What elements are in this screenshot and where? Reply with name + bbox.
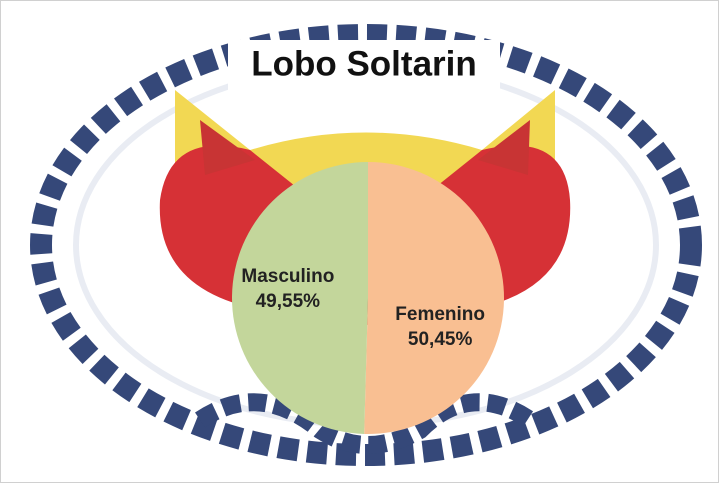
slice-category-label: Femenino [395, 304, 485, 325]
slice-value-label: 50,45% [408, 329, 473, 350]
slice-category-label: Masculino [241, 266, 334, 287]
page: {"chart_data": {"type": "pie", "title": … [0, 0, 719, 483]
slice-value-label: 49,55% [256, 291, 321, 312]
chart: Lobo Soltarin Femenino 50,45% Masculino 49,… [0, 0, 719, 483]
chart-title: Lobo Soltarin [251, 44, 477, 83]
